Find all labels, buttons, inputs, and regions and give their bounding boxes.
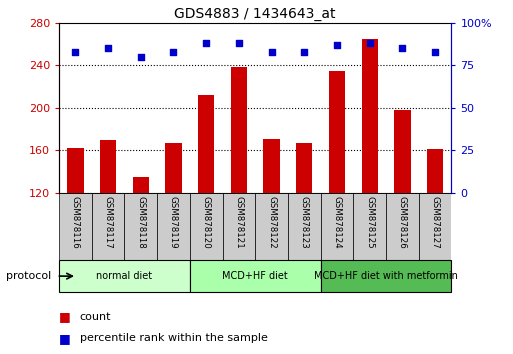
- Point: [235, 41, 243, 46]
- Bar: [67, 148, 84, 193]
- Bar: [165, 143, 182, 193]
- Bar: [231, 67, 247, 193]
- Bar: [353, 193, 386, 260]
- Point: [300, 49, 308, 55]
- Bar: [198, 95, 214, 193]
- Bar: [288, 193, 321, 260]
- Text: MCD+HF diet: MCD+HF diet: [222, 271, 288, 281]
- Text: ■: ■: [59, 332, 71, 344]
- Point: [431, 49, 439, 55]
- Point: [202, 41, 210, 46]
- Bar: [132, 177, 149, 193]
- Text: GSM878120: GSM878120: [202, 196, 211, 249]
- Bar: [296, 143, 312, 193]
- Point: [169, 49, 177, 55]
- Bar: [190, 260, 321, 292]
- Text: GSM878127: GSM878127: [430, 196, 440, 249]
- Text: GSM878118: GSM878118: [136, 196, 145, 249]
- Bar: [190, 193, 223, 260]
- Text: GSM878126: GSM878126: [398, 196, 407, 249]
- Bar: [321, 260, 451, 292]
- Text: GSM878121: GSM878121: [234, 196, 243, 249]
- Point: [267, 49, 275, 55]
- Point: [136, 54, 145, 60]
- Bar: [263, 139, 280, 193]
- Bar: [394, 110, 410, 193]
- Text: GSM878122: GSM878122: [267, 196, 276, 249]
- Bar: [157, 193, 190, 260]
- Text: GSM878116: GSM878116: [71, 196, 80, 249]
- Title: GDS4883 / 1434643_at: GDS4883 / 1434643_at: [174, 7, 336, 21]
- Bar: [329, 71, 345, 193]
- Bar: [100, 140, 116, 193]
- Bar: [321, 193, 353, 260]
- Bar: [124, 193, 157, 260]
- Text: GSM878117: GSM878117: [104, 196, 112, 249]
- Bar: [92, 193, 125, 260]
- Bar: [59, 260, 190, 292]
- Text: count: count: [80, 312, 111, 322]
- Text: ■: ■: [59, 310, 71, 323]
- Bar: [419, 193, 451, 260]
- Point: [71, 49, 80, 55]
- Text: protocol: protocol: [6, 271, 51, 281]
- Text: MCD+HF diet with metformin: MCD+HF diet with metformin: [314, 271, 458, 281]
- Text: normal diet: normal diet: [96, 271, 152, 281]
- Point: [333, 42, 341, 48]
- Text: GSM878123: GSM878123: [300, 196, 309, 249]
- Bar: [59, 193, 92, 260]
- Point: [104, 46, 112, 51]
- Text: percentile rank within the sample: percentile rank within the sample: [80, 333, 267, 343]
- Text: GSM878125: GSM878125: [365, 196, 374, 249]
- Point: [398, 46, 406, 51]
- Bar: [427, 149, 443, 193]
- Bar: [362, 39, 378, 193]
- Bar: [223, 193, 255, 260]
- Point: [366, 41, 374, 46]
- Bar: [386, 193, 419, 260]
- Text: GSM878124: GSM878124: [332, 196, 342, 249]
- Bar: [255, 193, 288, 260]
- Text: GSM878119: GSM878119: [169, 196, 178, 249]
